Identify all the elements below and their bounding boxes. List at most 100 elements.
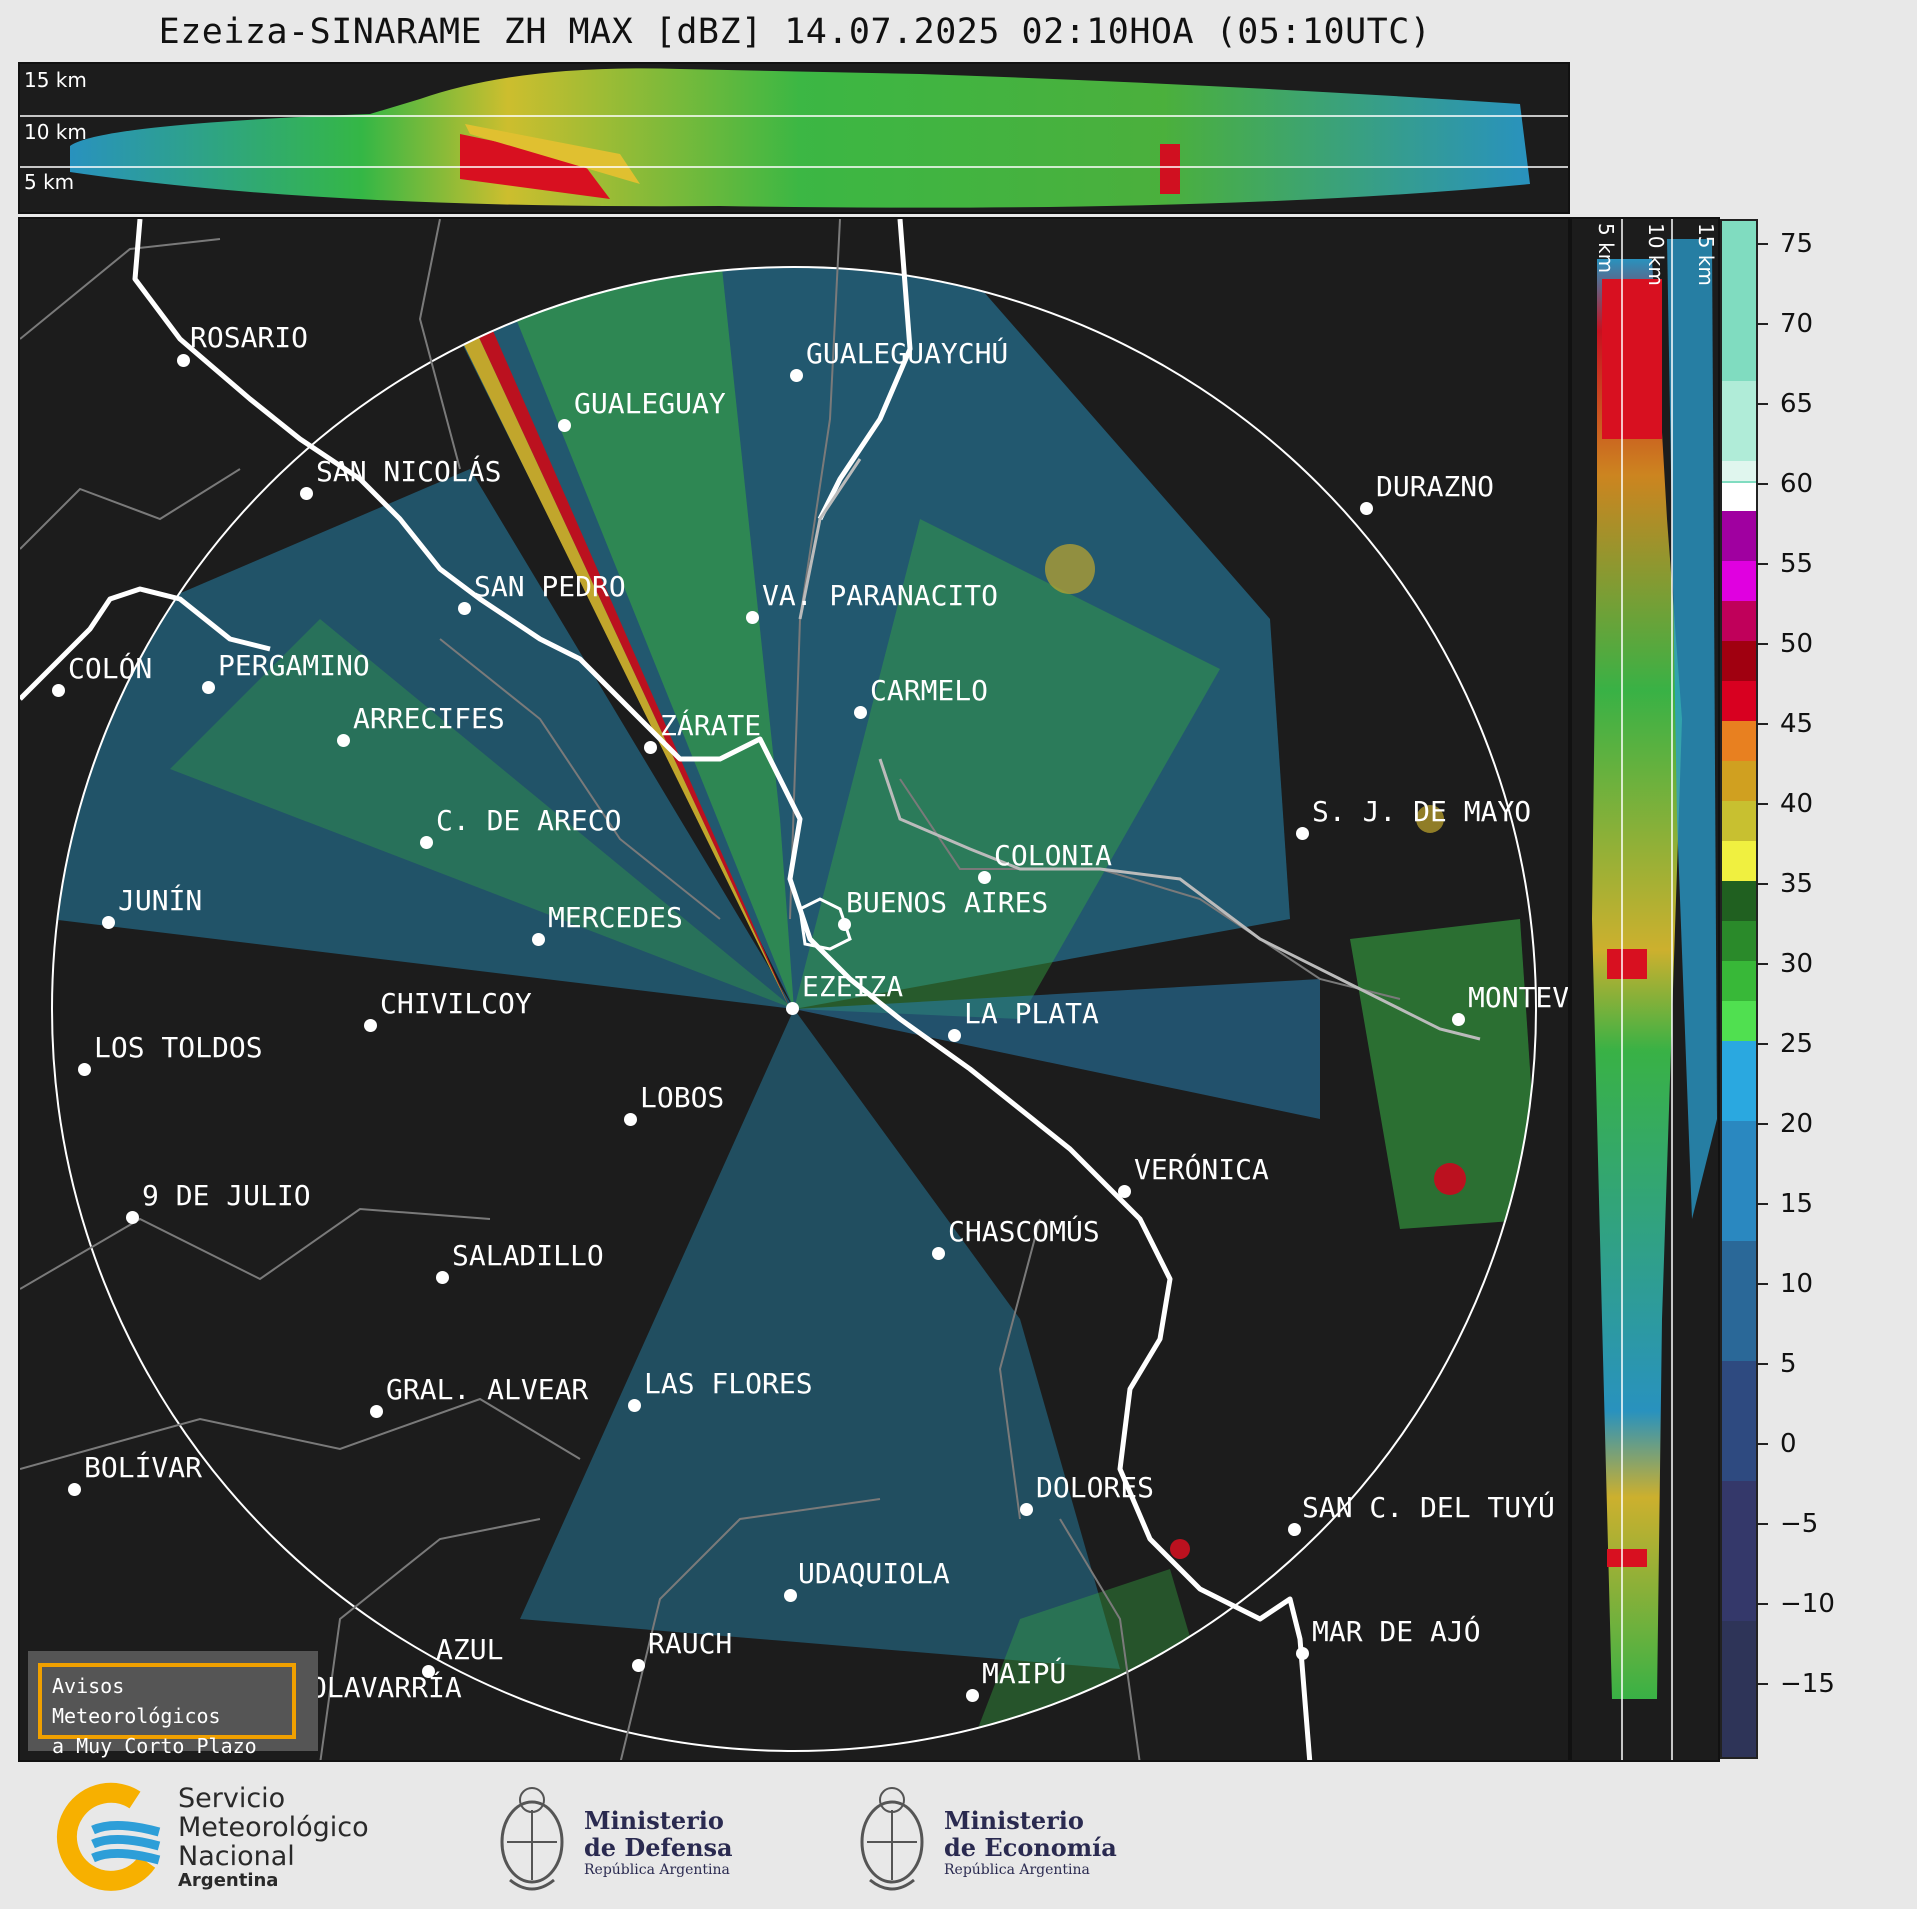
economia-line3: República Argentina (944, 1862, 1090, 1878)
city-label: UDAQUIOLA (798, 1557, 950, 1590)
side-alt-label-15km: 15 km (1694, 223, 1718, 286)
city-label: 9 DE JULIO (142, 1179, 311, 1212)
colorbar-tick (1758, 803, 1768, 805)
colorbar-tick-label: −5 (1780, 1509, 1819, 1539)
city-label: PERGAMINO (218, 649, 370, 682)
city-dot (1020, 1503, 1033, 1516)
colorbar-tick (1758, 1523, 1768, 1525)
economia-line1: Ministerio (944, 1806, 1084, 1835)
colorbar-tick-label: 45 (1780, 709, 1814, 739)
smn-name-line3: Nacional (178, 1841, 295, 1872)
radar-map-panel[interactable]: ROSARIO GUALEGUAYCHÚ GUALEGUAY SAN NICOL… (18, 217, 1570, 1762)
smn-name-line2: Meteorológico (178, 1812, 369, 1843)
colorbar-tick (1758, 483, 1768, 485)
city-label: OLAVARRÍA (310, 1671, 462, 1704)
city-label: CHIVILCOY (380, 987, 532, 1020)
smn-logo-icon (56, 1782, 161, 1891)
colorbar-tick (1758, 1043, 1768, 1045)
city-dot (790, 369, 803, 382)
city-label: GUALEGUAYCHÚ (806, 337, 1009, 370)
side-alt-label-10km: 10 km (1644, 223, 1668, 286)
city-dot (978, 871, 991, 884)
city-dot (632, 1659, 645, 1672)
city-dot (628, 1399, 641, 1412)
city-dot (644, 741, 657, 754)
city-dot (966, 1689, 979, 1702)
city-dot (746, 611, 759, 624)
colorbar-tick-label: 70 (1780, 309, 1814, 339)
city-dot (102, 916, 115, 929)
defensa-line3: República Argentina (584, 1862, 730, 1878)
city-label: MAR DE AJÓ (1312, 1615, 1481, 1648)
colorbar-tick (1758, 1283, 1768, 1285)
city-dot (838, 918, 851, 931)
top-alt-label-10km: 10 km (24, 120, 87, 144)
colorbar-tick (1758, 243, 1768, 245)
colorbar-tick (1758, 403, 1768, 405)
city-dot (1296, 1647, 1309, 1660)
colorbar-tick (1758, 1443, 1768, 1445)
colorbar-tick (1758, 1363, 1768, 1365)
city-dot (420, 836, 433, 849)
reflectivity-colorbar (1720, 219, 1758, 1759)
city-dot (932, 1247, 945, 1260)
top-alt-label-15km: 15 km (24, 68, 87, 92)
city-dot (364, 1019, 377, 1032)
colorbar-tick (1758, 563, 1768, 565)
city-label: JUNÍN (118, 884, 203, 917)
colorbar-tick (1758, 1203, 1768, 1205)
city-label: CHASCOMÚS (948, 1215, 1100, 1248)
colorbar-tick (1758, 323, 1768, 325)
city-label: SALADILLO (452, 1239, 604, 1272)
city-label: MERCEDES (548, 901, 683, 934)
city-label: ROSARIO (190, 321, 309, 354)
city-label: SAN NICOLÁS (316, 455, 502, 488)
coat-of-arms-icon (860, 1787, 924, 1891)
smn-name-line4: Argentina (178, 1870, 279, 1891)
colorbar-tick-label: 10 (1780, 1269, 1814, 1299)
radar-map-svg (20, 219, 1537, 1760)
city-dot (177, 354, 190, 367)
city-label: MAIPÚ (982, 1657, 1067, 1690)
colorbar-tick-label: −10 (1780, 1589, 1835, 1619)
city-label: LA PLATA (964, 997, 1099, 1030)
colorbar-tick (1758, 883, 1768, 885)
city-dot (532, 933, 545, 946)
radar-site-label: EZEIZA (802, 970, 904, 1003)
colorbar-tick-label: 25 (1780, 1029, 1814, 1059)
city-dot (1452, 1013, 1465, 1026)
city-dot (422, 1665, 435, 1678)
city-label: RAUCH (648, 1627, 733, 1660)
city-dot (784, 1589, 797, 1602)
city-label: S. J. DE MAYO (1312, 795, 1532, 828)
avisos-button[interactable]: Avisos Meteorológicos a Muy Corto Plazo (38, 1663, 296, 1758)
avisos-line2: a Muy Corto Plazo (52, 1734, 257, 1758)
city-dot (126, 1211, 139, 1224)
city-dot (78, 1063, 91, 1076)
city-label: LAS FLORES (644, 1367, 813, 1400)
city-label: ZÁRATE (660, 709, 762, 742)
city-label: MONTEVIDEO (1468, 981, 1568, 1014)
city-label: BUENOS AIRES (846, 886, 1049, 919)
city-dot (1360, 502, 1373, 515)
defensa-line1: Ministerio (584, 1806, 724, 1835)
city-dot (854, 706, 867, 719)
side-alt-label-5km: 5 km (1594, 223, 1618, 274)
colorbar-tick (1758, 963, 1768, 965)
colorbar-tick-label: 60 (1780, 469, 1814, 499)
city-label: LOS TOLDOS (94, 1031, 263, 1064)
city-label: VA. PARANACITO (762, 579, 999, 612)
city-dot (1296, 827, 1309, 840)
colorbar-tick-label: 30 (1780, 949, 1814, 979)
city-dot (624, 1113, 637, 1126)
city-dot (948, 1029, 961, 1042)
city-label: SAN PEDRO (474, 570, 626, 603)
avisos-line1: Avisos Meteorológicos (52, 1674, 221, 1728)
city-label: DURAZNO (1376, 470, 1495, 503)
colorbar-tick-label: 5 (1780, 1349, 1797, 1379)
city-dot (68, 1483, 81, 1496)
colorbar-tick-label: 40 (1780, 789, 1814, 819)
avisos-panel-bg (28, 1651, 318, 1751)
city-label: GRAL. ALVEAR (386, 1373, 589, 1406)
colorbar-tick (1758, 723, 1768, 725)
